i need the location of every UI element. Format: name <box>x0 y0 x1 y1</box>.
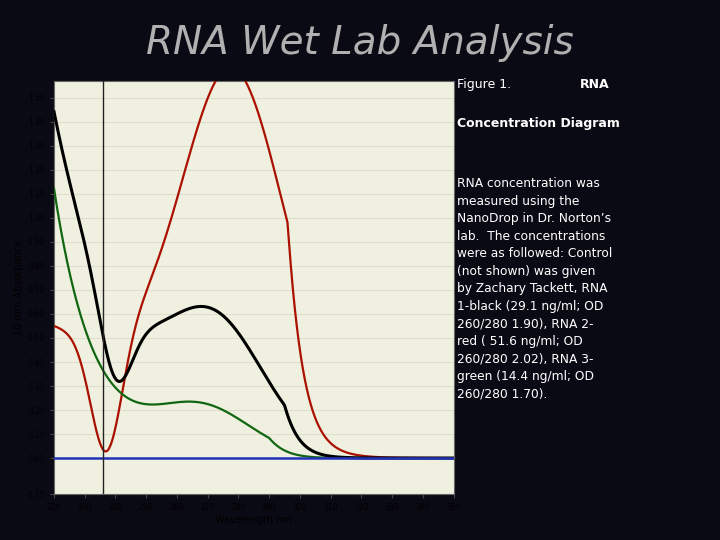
Text: Concentration Diagram: Concentration Diagram <box>457 117 620 130</box>
X-axis label: Wavelength nm: Wavelength nm <box>215 515 292 525</box>
Text: Figure 1.: Figure 1. <box>457 78 516 91</box>
Text: RNA Wet Lab Analysis: RNA Wet Lab Analysis <box>146 24 574 62</box>
Text: RNA: RNA <box>580 78 610 91</box>
Y-axis label: 10 mm Absorbance: 10 mm Absorbance <box>14 240 24 335</box>
Text: RNA concentration was
measured using the
NanoDrop in Dr. Norton’s
lab.  The conc: RNA concentration was measured using the… <box>457 177 613 400</box>
